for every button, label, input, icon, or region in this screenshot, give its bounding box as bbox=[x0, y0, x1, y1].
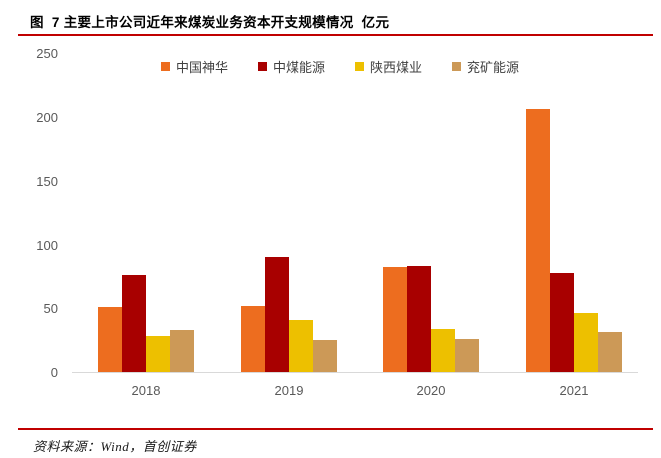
bar-2020-series-2 bbox=[431, 329, 455, 372]
x-tick-label: 2019 bbox=[274, 383, 304, 398]
legend-swatch-icon bbox=[160, 62, 170, 71]
bar-2018-series-0 bbox=[98, 307, 122, 372]
legend-swatch-icon bbox=[452, 62, 462, 71]
y-tick-label: 100 bbox=[36, 237, 58, 253]
bottom-rule bbox=[18, 428, 653, 430]
bar-2020-series-3 bbox=[455, 339, 479, 372]
legend-swatch-icon bbox=[355, 62, 364, 71]
bar-2019-series-2 bbox=[289, 320, 313, 372]
bar-2018-series-2 bbox=[146, 336, 170, 372]
y-tick-label: 50 bbox=[43, 301, 58, 317]
source-note: 资料来源：Wind，首创证券 bbox=[33, 439, 197, 454]
bar-2019-series-0 bbox=[241, 306, 265, 372]
bar-2021-series-3 bbox=[598, 332, 622, 372]
bar-2021-series-1 bbox=[550, 273, 574, 372]
legend-label: 兖矿能源 bbox=[467, 60, 520, 75]
chart-legend: 中国神华 中煤能源 陕西煤业 兖矿能源 bbox=[60, 57, 620, 76]
bar-2019-series-3 bbox=[313, 340, 337, 372]
bar-2019-series-1 bbox=[265, 257, 289, 372]
legend-item-3: 兖矿能源 bbox=[452, 57, 519, 76]
bar-2020-series-1 bbox=[407, 266, 431, 372]
bar-2021-series-0 bbox=[526, 109, 550, 372]
bar-2018-series-1 bbox=[122, 275, 146, 372]
bar-2020-series-0 bbox=[383, 267, 407, 372]
y-tick-label: 0 bbox=[50, 365, 58, 380]
x-tick-label: 2021 bbox=[559, 383, 589, 398]
bar-2021-series-2 bbox=[574, 313, 598, 372]
legend-swatch-icon bbox=[257, 62, 267, 71]
bar-2018-series-3 bbox=[170, 330, 194, 372]
figure-title: 图 7 主要上市公司近年来煤炭业务资本开支规模情况 亿元 bbox=[30, 15, 390, 30]
title-rule bbox=[18, 34, 653, 36]
x-tick-label: 2018 bbox=[131, 383, 161, 398]
y-tick-label: 250 bbox=[36, 46, 58, 62]
legend-item-0: 中国神华 bbox=[160, 57, 228, 76]
legend-label: 中煤能源 bbox=[272, 60, 325, 75]
legend-label: 陕西煤业 bbox=[370, 60, 423, 75]
legend-item-2: 陕西煤业 bbox=[355, 57, 422, 76]
x-tick-label: 2020 bbox=[416, 383, 446, 398]
x-axis-line bbox=[72, 372, 638, 373]
legend-item-1: 中煤能源 bbox=[257, 57, 325, 76]
y-tick-label: 200 bbox=[36, 110, 58, 126]
legend-label: 中国神华 bbox=[175, 60, 228, 75]
y-tick-label: 150 bbox=[36, 173, 58, 189]
